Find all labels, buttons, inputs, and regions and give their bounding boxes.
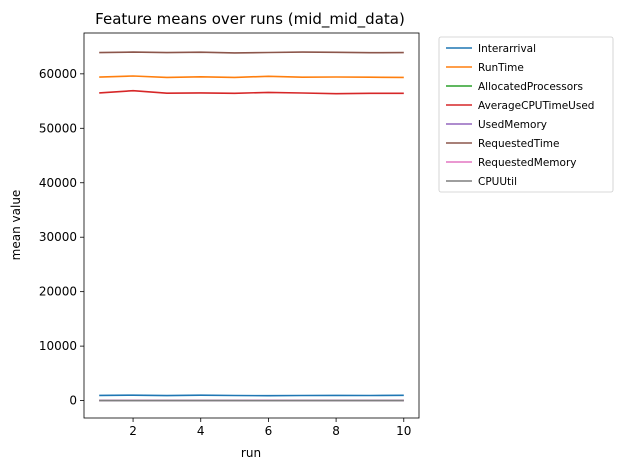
y-tick-label: 50000 bbox=[39, 121, 77, 135]
legend: Interarrival RunTime AllocatedProcessors Av… bbox=[438, 36, 614, 193]
series-line-averagecputimeused bbox=[99, 89, 404, 95]
x-tick-label: 2 bbox=[129, 424, 137, 438]
legend-box bbox=[438, 36, 614, 193]
y-tick-label: 10000 bbox=[39, 339, 77, 353]
legend-label: RunTime bbox=[478, 62, 524, 74]
legend-label: UsedMemory bbox=[478, 119, 547, 131]
x-axis: 2 4 6 8 10 bbox=[129, 418, 411, 438]
y-tick-label: 20000 bbox=[39, 285, 77, 299]
y-tick-label: 40000 bbox=[39, 176, 77, 190]
y-tick-label: 30000 bbox=[39, 230, 77, 244]
series-line-requestedtime bbox=[99, 51, 404, 54]
legend-label: RequestedMemory bbox=[478, 157, 576, 169]
plot-frame bbox=[83, 32, 420, 419]
x-axis-label: run bbox=[241, 446, 261, 460]
y-tick-label: 60000 bbox=[39, 67, 77, 81]
y-axis: 0 10000 20000 30000 40000 50000 60000 bbox=[39, 67, 84, 408]
series-line-interarrival bbox=[99, 394, 404, 397]
legend-label: AllocatedProcessors bbox=[478, 81, 583, 93]
x-tick-label: 8 bbox=[332, 424, 340, 438]
x-tick-label: 10 bbox=[396, 424, 411, 438]
y-axis-label: mean value bbox=[9, 190, 23, 261]
legend-label: RequestedTime bbox=[478, 138, 559, 150]
x-tick-label: 4 bbox=[197, 424, 205, 438]
legend-label: AverageCPUTimeUsed bbox=[478, 100, 594, 112]
series-line-runtime bbox=[99, 75, 404, 79]
series-layer bbox=[99, 51, 404, 402]
legend-label: CPUUtil bbox=[478, 176, 517, 188]
y-tick-label: 0 bbox=[69, 394, 77, 408]
chart-title: Feature means over runs (mid_mid_data) bbox=[95, 10, 405, 29]
x-tick-label: 6 bbox=[265, 424, 273, 438]
legend-label: Interarrival bbox=[478, 43, 536, 55]
